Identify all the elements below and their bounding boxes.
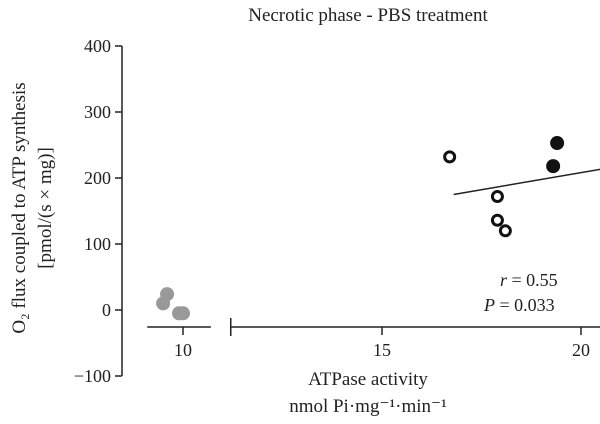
y-axis-label: O₂ flux coupled to ATP synthesis [pmol/(… xyxy=(9,82,56,333)
r-annotation: r = 0.55 xyxy=(500,270,558,290)
y-axis-label-line2: [pmol/(s × mg)] xyxy=(35,147,56,269)
chart-title: Necrotic phase - PBS treatment xyxy=(248,5,488,26)
r-value: = 0.55 xyxy=(507,270,558,290)
y-tick-label: 300 xyxy=(84,102,111,122)
p-annotation: P = 0.033 xyxy=(483,295,555,315)
y-tick-label: 200 xyxy=(84,168,111,188)
trend-line xyxy=(453,168,600,196)
x-axis-label-line1: ATPase activity xyxy=(308,369,428,390)
p-symbol: P xyxy=(483,295,495,315)
r-symbol: r xyxy=(500,270,508,290)
x-tick-label: 20 xyxy=(572,340,590,360)
p-value: = 0.033 xyxy=(495,295,555,315)
x-axis-label-line2: nmol Pi·mg⁻¹·min⁻¹ xyxy=(289,396,447,417)
y-tick-label: 400 xyxy=(84,36,111,56)
y-tick-label: 0 xyxy=(102,300,111,320)
data-point-filled-black xyxy=(546,159,561,174)
data-point-open-black xyxy=(443,150,457,164)
data-point-open-black xyxy=(490,189,504,203)
data-point-open-black xyxy=(498,224,512,238)
y-tick-label: 100 xyxy=(84,234,111,254)
data-point-filled-gray xyxy=(176,306,190,321)
data-point-filled-black xyxy=(550,136,565,151)
data-point-open-black xyxy=(490,213,504,227)
y-axis: −100 0 100 200 300 400 xyxy=(74,36,123,386)
y-axis-label-line1: O₂ flux coupled to ATP synthesis xyxy=(9,82,30,333)
x-tick-label: 10 xyxy=(174,340,192,360)
data-points xyxy=(156,136,565,321)
y-tick-label: −100 xyxy=(74,366,111,386)
x-tick-label: 15 xyxy=(373,340,391,360)
data-point-filled-gray xyxy=(156,296,171,311)
x-axis: 1015202530 xyxy=(147,318,600,360)
